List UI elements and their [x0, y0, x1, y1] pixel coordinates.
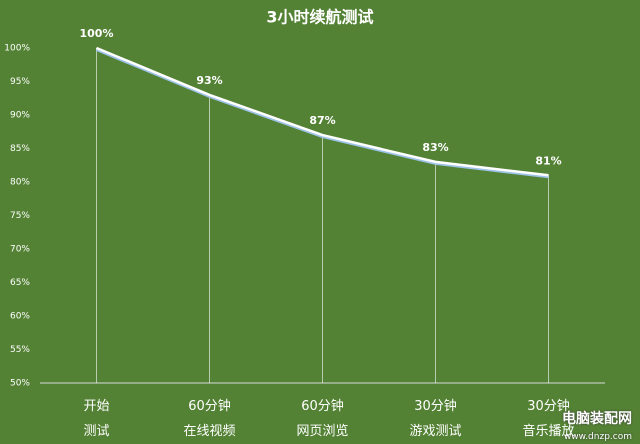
y-tick-label: 95% — [10, 77, 30, 87]
y-tick-label: 75% — [10, 211, 30, 221]
y-tick-label: 55% — [10, 345, 30, 355]
watermark-title: 电脑装配网 — [562, 411, 632, 427]
y-tick-label: 80% — [10, 178, 30, 188]
x-tick-label: 60分钟 网页浏览 — [296, 399, 349, 439]
y-tick-label: 70% — [10, 245, 30, 255]
x-tick-label: 30分钟 音乐播放 — [522, 399, 575, 439]
y-tick-label: 90% — [10, 111, 30, 121]
value-label: 83% — [422, 141, 448, 154]
chart-title: 3小时续航测试 — [266, 8, 373, 27]
y-tick-label: 60% — [10, 312, 30, 322]
y-tick-label: 100% — [4, 44, 30, 54]
value-label: 81% — [535, 154, 561, 167]
line — [96, 46, 549, 177]
x-tick-label: 开始 测试 — [83, 399, 110, 439]
y-tick-label: 65% — [10, 278, 30, 288]
y-tick-label: 85% — [10, 144, 30, 154]
value-label: 93% — [196, 74, 222, 87]
value-label: 87% — [309, 114, 335, 127]
x-tick-label: 60分钟 在线视频 — [183, 399, 236, 439]
y-tick-label: 50% — [10, 379, 30, 389]
x-tick-label: 30分钟 游戏测试 — [409, 399, 462, 439]
value-label: 100% — [80, 27, 114, 40]
line-shadow — [95, 48, 549, 179]
watermark-url: www.dnzp.com — [563, 432, 632, 442]
